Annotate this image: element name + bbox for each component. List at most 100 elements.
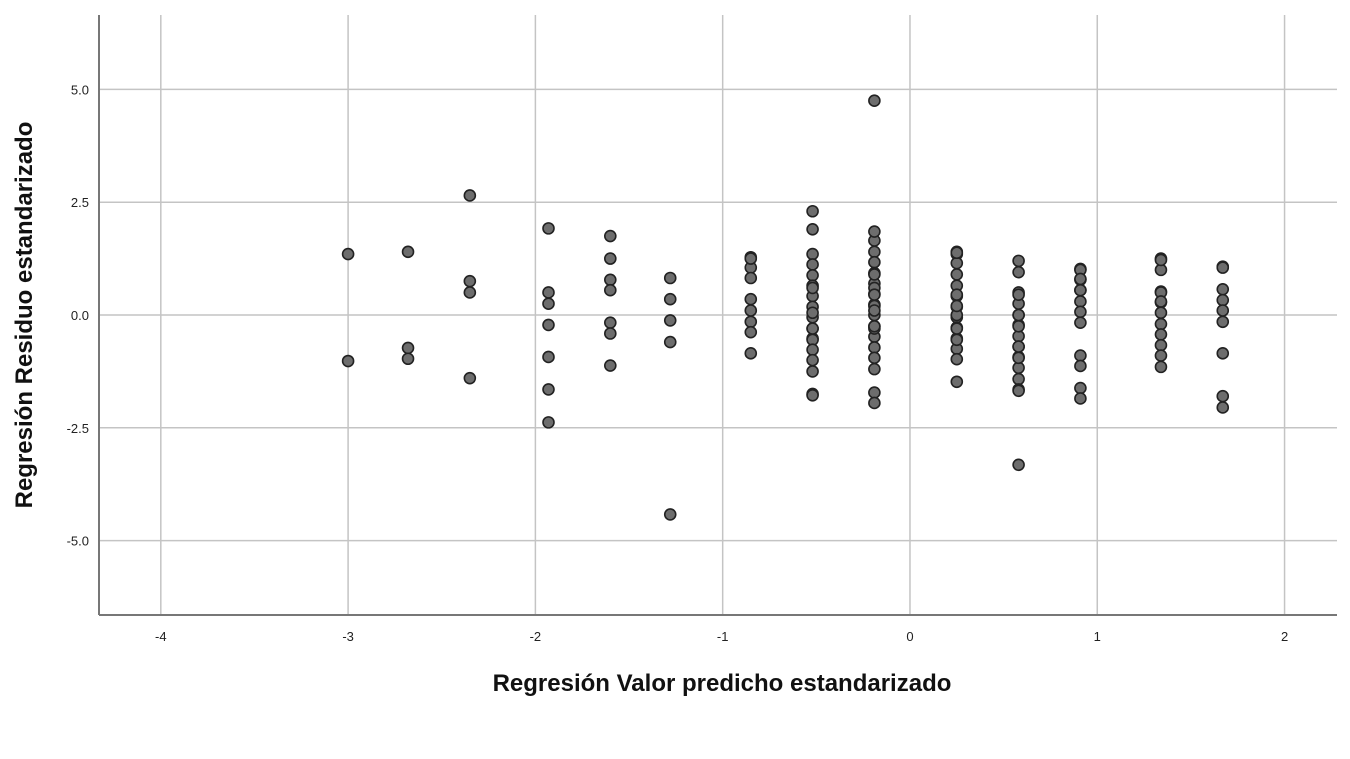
data-point <box>868 351 881 365</box>
data-point <box>1216 401 1230 414</box>
data-point <box>868 396 881 410</box>
x-tick-label: -2 <box>530 629 542 644</box>
data-point <box>950 375 964 389</box>
data-points <box>341 94 1230 521</box>
data-point <box>341 354 355 368</box>
data-point <box>744 304 758 317</box>
data-point <box>542 297 555 311</box>
data-point <box>1012 372 1025 386</box>
data-point <box>806 258 819 271</box>
data-point <box>744 292 758 306</box>
data-point <box>1216 315 1230 329</box>
data-point <box>1154 253 1168 267</box>
data-point <box>806 222 819 236</box>
data-point <box>1216 389 1230 403</box>
data-point <box>1012 458 1025 472</box>
data-point <box>1012 319 1025 333</box>
x-tick-labels: -4 -3 -2 -1 0 1 2 <box>155 629 1288 644</box>
y-tick-label: -2.5 <box>67 421 89 436</box>
data-point <box>401 245 415 259</box>
data-point <box>1154 328 1168 341</box>
data-point <box>868 341 881 354</box>
data-point <box>542 383 555 396</box>
y-tick-labels: 5.0 2.5 0.0 -2.5 -5.0 <box>67 82 89 548</box>
y-tick-label: 2.5 <box>71 195 89 210</box>
data-point <box>1154 360 1168 374</box>
data-point <box>1074 349 1087 362</box>
data-point <box>1074 316 1087 329</box>
data-point <box>1216 293 1230 307</box>
data-point <box>868 94 881 108</box>
data-point <box>663 271 677 285</box>
x-tick-label: 1 <box>1094 629 1101 644</box>
data-point <box>950 322 964 335</box>
data-point <box>1154 295 1168 308</box>
data-point <box>868 386 881 399</box>
data-point <box>806 389 819 402</box>
data-point <box>1074 381 1087 395</box>
data-point <box>1074 392 1087 405</box>
data-point <box>1012 340 1025 353</box>
data-point <box>868 245 881 259</box>
data-point <box>1216 347 1230 360</box>
x-tick-label: -3 <box>342 629 354 644</box>
data-point <box>604 327 617 340</box>
data-point <box>663 508 677 521</box>
data-point <box>806 247 819 261</box>
x-axis-title: Regresión Valor predicho estandarizado <box>493 670 952 697</box>
data-point <box>463 189 477 202</box>
data-point <box>1154 349 1168 362</box>
data-point <box>744 325 758 339</box>
y-tick-label: -5.0 <box>67 534 89 549</box>
data-point <box>542 416 555 429</box>
data-point <box>604 316 617 329</box>
data-point <box>1012 288 1025 301</box>
data-point <box>663 292 677 306</box>
data-point <box>744 315 758 329</box>
data-point <box>463 371 477 385</box>
data-point <box>950 299 964 313</box>
data-point <box>744 347 758 360</box>
x-tick-label: 0 <box>906 629 913 644</box>
data-point <box>868 268 881 281</box>
data-point <box>806 306 819 320</box>
data-point <box>542 318 555 332</box>
data-point <box>1074 295 1087 308</box>
data-point <box>604 359 617 372</box>
data-point <box>1074 283 1087 297</box>
data-point <box>744 252 758 265</box>
x-tick-label: -1 <box>717 629 729 644</box>
data-point <box>1074 272 1087 286</box>
data-point <box>868 255 881 269</box>
data-point <box>1216 261 1230 274</box>
data-point <box>950 268 964 281</box>
data-point <box>868 288 881 301</box>
data-point <box>1012 308 1025 322</box>
data-point <box>604 229 617 243</box>
data-point <box>744 271 758 285</box>
data-point <box>1154 317 1168 331</box>
x-tick-label: -4 <box>155 629 167 644</box>
data-point <box>463 286 477 299</box>
data-point <box>806 269 819 282</box>
data-point <box>950 246 964 260</box>
data-point <box>1074 305 1087 319</box>
data-point <box>806 204 819 218</box>
data-point <box>542 350 555 364</box>
data-point <box>1074 359 1087 373</box>
data-point <box>1216 304 1230 317</box>
data-point <box>806 343 819 357</box>
data-point <box>604 283 617 297</box>
data-point <box>950 256 964 270</box>
data-point <box>401 341 415 355</box>
data-point <box>1154 306 1168 320</box>
data-point <box>463 274 477 288</box>
data-point <box>1012 351 1025 365</box>
data-point <box>950 352 964 366</box>
horizontal-gridlines <box>99 88 1337 542</box>
y-axis-title: Regresión Residuo estandarizado <box>11 122 38 509</box>
data-point <box>868 319 881 333</box>
data-point <box>1216 282 1230 296</box>
data-point <box>950 288 964 301</box>
